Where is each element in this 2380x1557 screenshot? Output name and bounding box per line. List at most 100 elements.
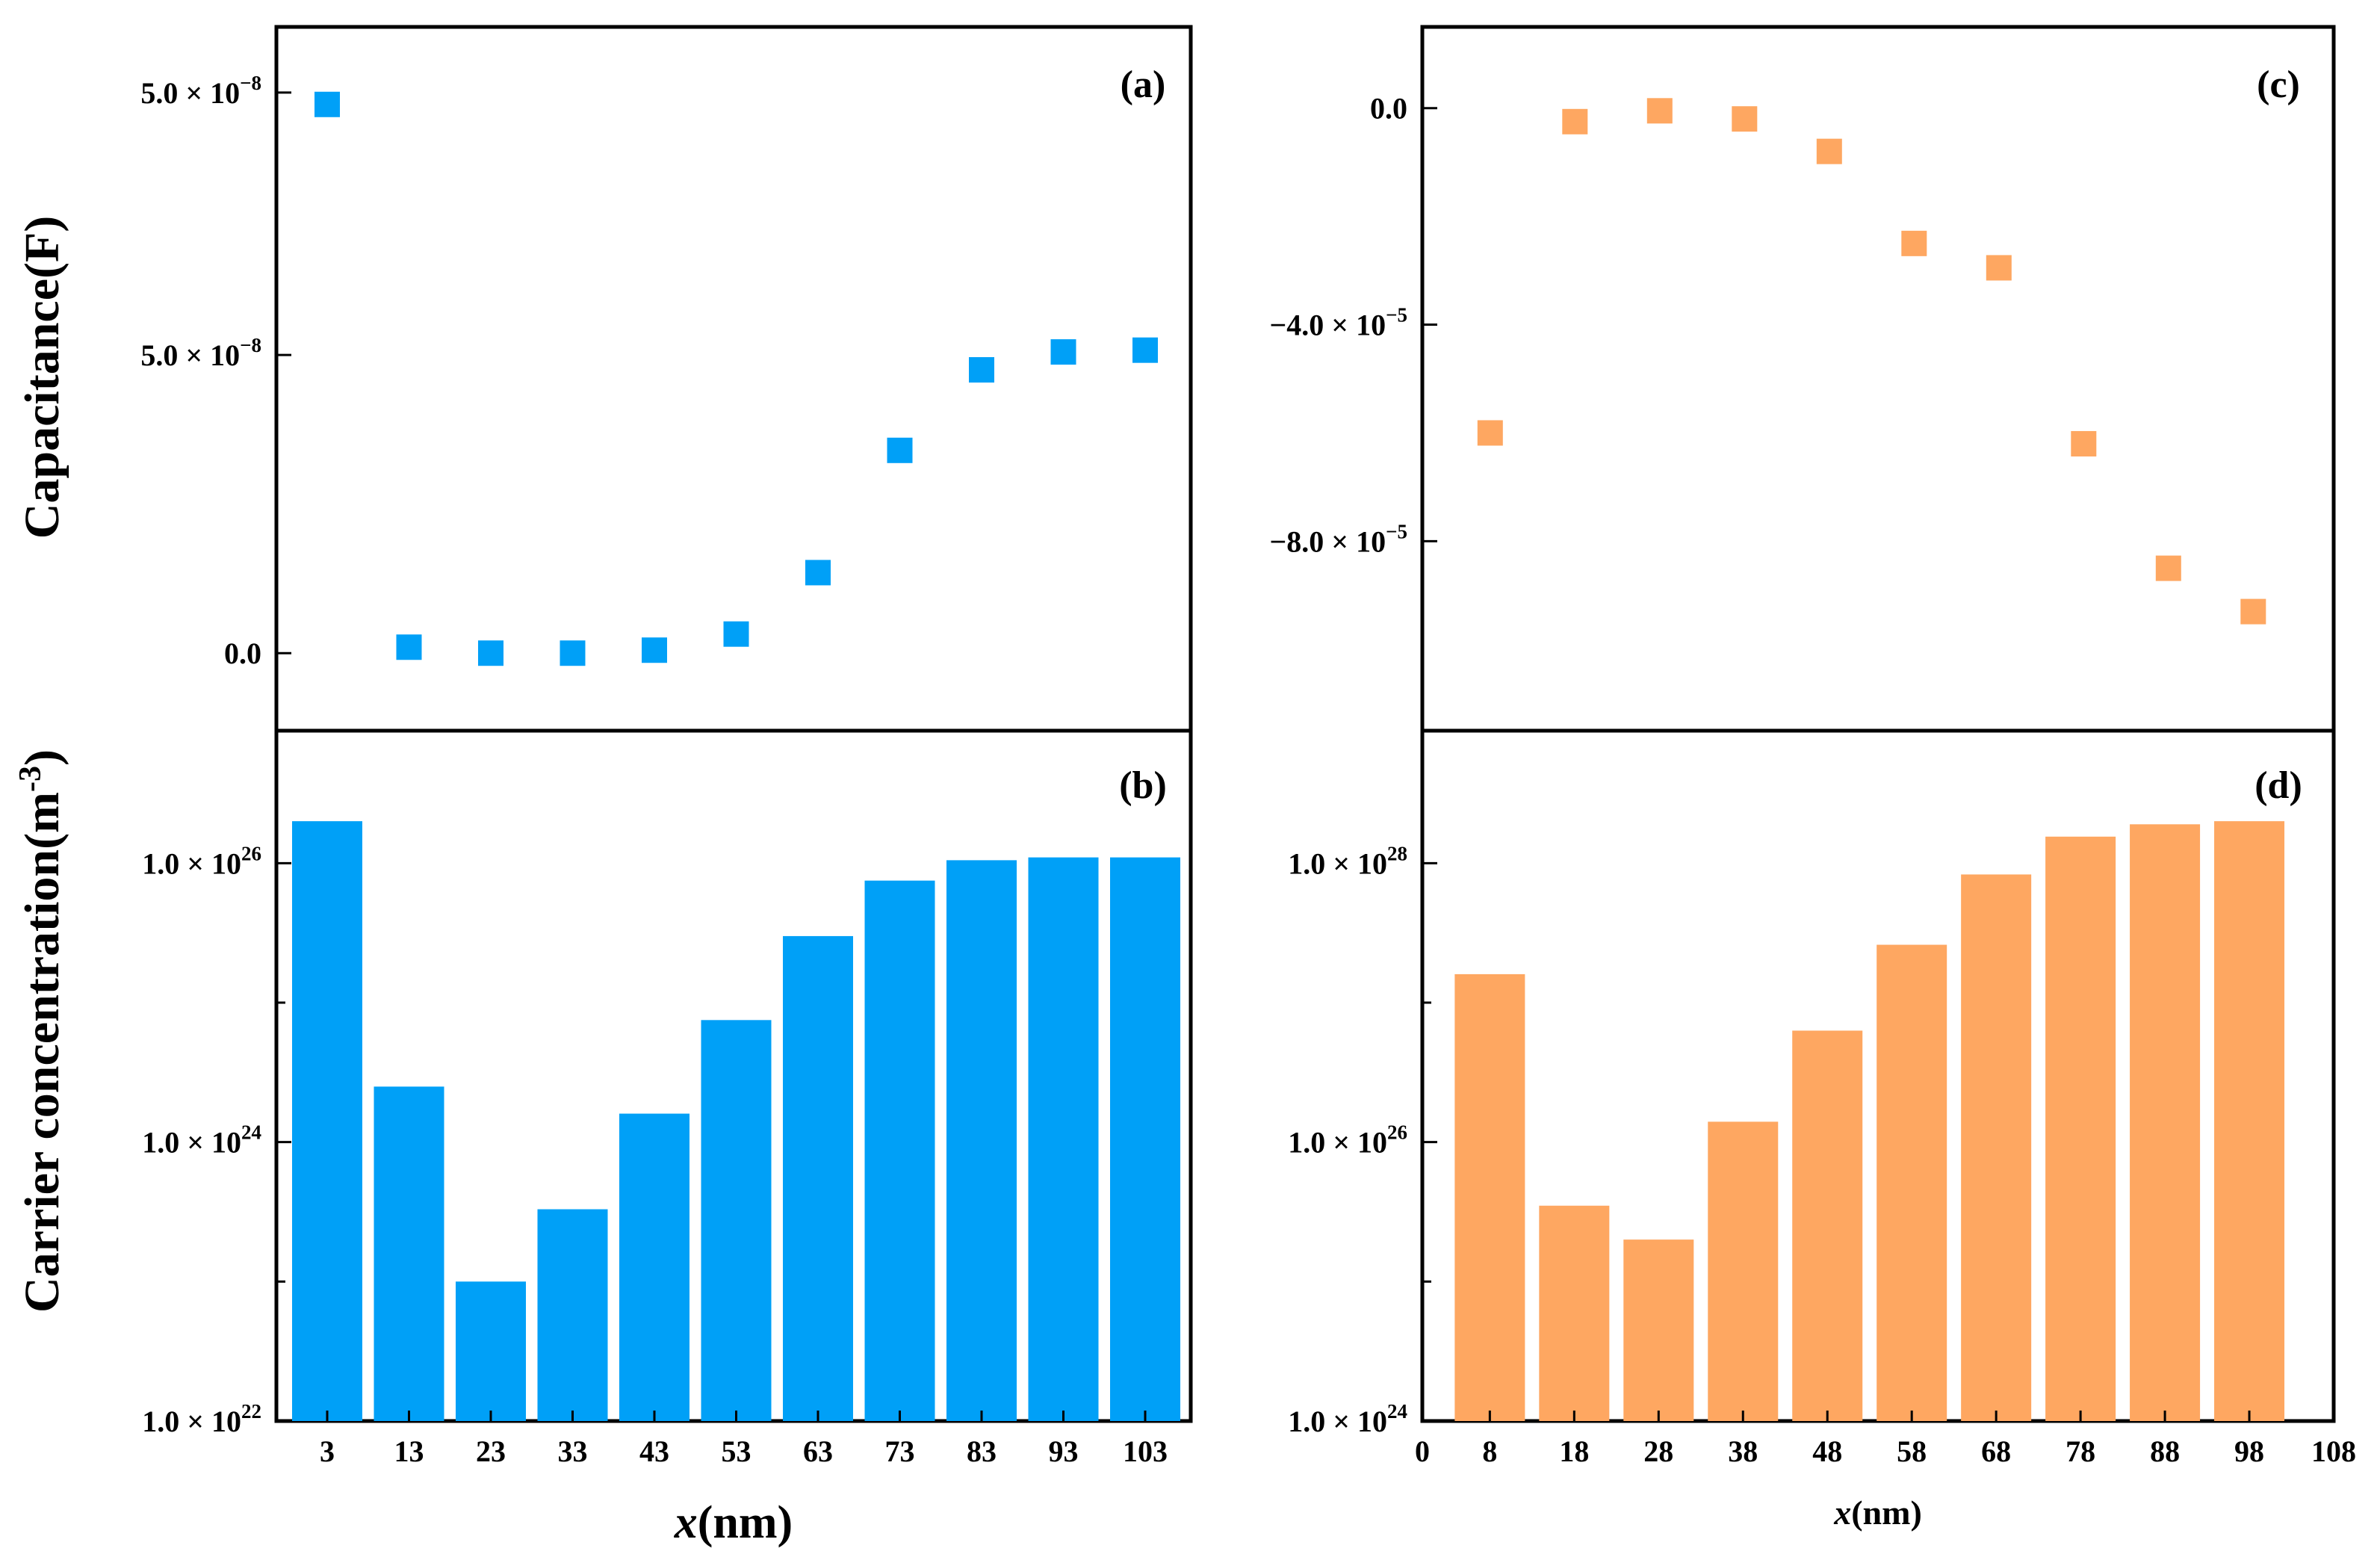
panel-c-ytick-label-text: 0.0 <box>1370 92 1407 126</box>
panel-a-point <box>887 437 913 463</box>
panel-d-bar <box>1792 1030 1863 1421</box>
x-axis-label-right-unit: (nm) <box>1851 1493 1922 1532</box>
panel-b-ytick-label: 1.0 × 1022 <box>142 1400 261 1438</box>
panel-a-ytick-label: 5.0 × 10−8 <box>140 334 261 372</box>
panel-c-point <box>1816 138 1842 164</box>
panel-d-bar <box>2130 824 2201 1421</box>
x-axis-label-right: x(nm) <box>1833 1493 1922 1532</box>
panel-a-point <box>1050 339 1076 365</box>
panel-b-xtick-label: 83 <box>967 1434 997 1468</box>
panel-a-ytick-label-text: 0.0 <box>224 637 261 670</box>
panel-d-ytick-label: 1.0 × 1028 <box>1288 842 1407 880</box>
panel-a-ytick-label-text: 5.0 × 10 <box>140 338 240 372</box>
panel-c-point <box>1901 230 1927 256</box>
panel-d-xtick-label: 8 <box>1482 1434 1497 1468</box>
panel-b-ytick-label-sup: 22 <box>241 1400 261 1423</box>
panel-d-bar <box>2045 836 2116 1421</box>
y-axis-label-capacitance: Capacitance(F) <box>15 216 69 539</box>
x-axis-label-left-unit: (nm) <box>698 1497 793 1548</box>
panel-a-point <box>560 640 586 666</box>
panel-d-ytick-label-sup: 26 <box>1387 1121 1407 1144</box>
panel-b-bar <box>701 1020 772 1421</box>
panel-b-xtick-label: 13 <box>394 1434 424 1468</box>
panel-b-xtick-label: 43 <box>639 1434 669 1468</box>
panel-d-bar <box>1454 973 1525 1421</box>
panel-a-point <box>723 621 749 647</box>
panel-c-ytick-label-text: −8.0 × 10 <box>1270 524 1386 558</box>
panel-b-bar <box>619 1113 689 1421</box>
panel-c-point <box>2155 555 2181 581</box>
panel-b-ytick-label-sup: 26 <box>241 842 261 864</box>
panel-a-point <box>969 357 994 383</box>
panel-d-xtick-label: 58 <box>1897 1434 1927 1468</box>
panel-d-ytick-label-text: 1.0 × 10 <box>1288 846 1387 880</box>
panel-c-point <box>2071 430 2097 456</box>
panel-d-ytick-label-text: 1.0 × 10 <box>1288 1126 1387 1160</box>
panel-a-point <box>805 560 831 586</box>
panel-d-xtick-label: 38 <box>1728 1434 1758 1468</box>
panel-d-label: (d) <box>2255 764 2302 807</box>
panel-d-ytick-label: 1.0 × 1024 <box>1288 1400 1407 1438</box>
panel-b-bar <box>456 1281 526 1421</box>
panel-b-ytick-label-text: 1.0 × 10 <box>142 846 241 880</box>
panel-a-ytick-label-sup: −8 <box>240 72 261 94</box>
panel-b-xtick-label: 53 <box>722 1434 752 1468</box>
panel-b-xtick-label: 33 <box>558 1434 588 1468</box>
panel-b-xtick-label: 73 <box>885 1434 915 1468</box>
y-axis-label-carrier-close: ) <box>15 749 69 766</box>
panel-d-xtick-label: 18 <box>1559 1434 1589 1468</box>
panel-d-bar <box>1708 1121 1779 1421</box>
panel-c-ytick-label-sup: −5 <box>1386 520 1407 542</box>
panel-b-ytick-label-sup: 24 <box>241 1121 261 1144</box>
x-axis-label-right-var: x <box>1833 1493 1851 1532</box>
panel-b-label: (b) <box>1119 764 1167 807</box>
panel-b-ytick-label: 1.0 × 1026 <box>142 842 261 880</box>
panel-b-xtick-label: 93 <box>1049 1434 1079 1468</box>
x-axis-label-left-var: x <box>674 1497 698 1548</box>
panel-b-xtick-label: 63 <box>803 1434 833 1468</box>
panel-b-ytick-label-text: 1.0 × 10 <box>142 1405 241 1438</box>
panel-c-point <box>1986 255 2012 281</box>
panel-a-point <box>478 640 503 666</box>
panel-d-ytick-label: 1.0 × 1026 <box>1288 1121 1407 1160</box>
y-axis-label-carrier-sup: -3 <box>13 766 48 792</box>
panel-b-bar <box>1028 857 1099 1421</box>
panel-d-xtick-label: 48 <box>1812 1434 1842 1468</box>
panel-d-ytick-label-text: 1.0 × 10 <box>1288 1405 1387 1438</box>
panel-d-xtick-label: 68 <box>1981 1434 2011 1468</box>
panel-d-xtick-label: 78 <box>2066 1434 2095 1468</box>
panel-c-point <box>1646 98 1673 124</box>
panel-b-bar <box>537 1209 608 1421</box>
panel-d-bar <box>1539 1205 1610 1421</box>
panel-d-xtick-label: 98 <box>2234 1434 2264 1468</box>
panel-b-xtick-label: 103 <box>1123 1434 1168 1468</box>
panel-a-point <box>314 91 340 117</box>
panel-d-bar <box>1623 1239 1694 1421</box>
panel-b-ytick-label-text: 1.0 × 10 <box>142 1126 241 1160</box>
panel-c-point <box>2240 598 2266 625</box>
panel-d-bar <box>1877 944 1947 1421</box>
panel-c-ytick-label-sup: −5 <box>1386 304 1407 326</box>
panel-c-plot: 0.0−4.0 × 10−5−8.0 × 10−5 <box>1270 92 2266 625</box>
panel-d-xtick-label: 0 <box>1415 1434 1430 1468</box>
panel-b-xtick-label: 23 <box>476 1434 506 1468</box>
panel-d-ytick-label-sup: 28 <box>1387 842 1407 864</box>
panel-a-ytick-label: 5.0 × 10−8 <box>140 72 261 110</box>
panel-d-xtick-label: 28 <box>1643 1434 1673 1468</box>
panel-c-ytick-label: −4.0 × 10−5 <box>1270 304 1407 342</box>
panel-b-bar <box>946 860 1017 1421</box>
panel-b-xtick-label: 3 <box>320 1434 335 1468</box>
panel-c-point <box>1732 106 1758 132</box>
y-axis-label-carrier: Carrier concentration(m-3) <box>13 749 69 1313</box>
panel-a-point <box>642 637 667 663</box>
panel-a-ytick-label: 0.0 <box>224 637 261 670</box>
panel-c-ytick-label-text: −4.0 × 10 <box>1270 309 1386 342</box>
y-axis-label-carrier-text: Carrier concentration(m <box>15 792 69 1313</box>
panel-c-label: (c) <box>2257 64 2300 106</box>
panel-a-ytick-label-text: 5.0 × 10 <box>140 76 240 110</box>
panel-d-bar <box>2214 821 2285 1421</box>
panel-c-point <box>1562 108 1588 134</box>
